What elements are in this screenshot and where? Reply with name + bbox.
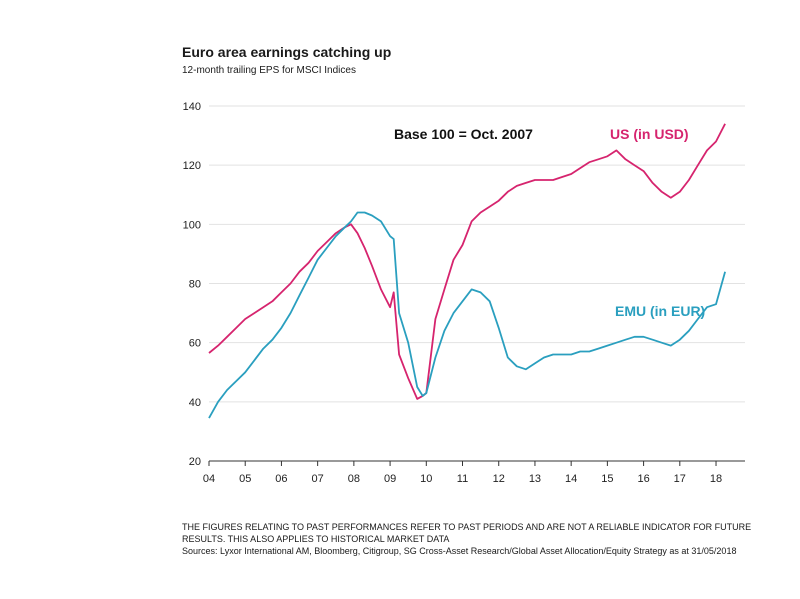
gridlines [209, 105, 745, 403]
x-tick-label-06: 06 [275, 473, 287, 485]
y-tick-label-60: 60 [189, 338, 201, 350]
y-tick-label-40: 40 [189, 397, 201, 409]
line-chart: 20 40 60 80 100 120 140 04 05 06 07 08 09 10 11 12 13 14 1… [183, 101, 745, 485]
disclaimer-note: THE FIGURES RELATING TO PAST PERFORMANCE… [182, 522, 752, 544]
axes: 20 40 60 80 100 120 140 04 05 06 07 08 09 10 11 12 13 14 1… [183, 101, 745, 485]
x-tick-label-16: 16 [637, 473, 649, 485]
x-tick-label-07: 07 [312, 473, 324, 485]
x-tick-label-08: 08 [348, 473, 360, 485]
sources-note: Sources: Lyxor International AM, Bloombe… [182, 546, 737, 556]
x-tick-label-17: 17 [674, 473, 686, 485]
series-label-emu: EMU (in EUR) [615, 303, 705, 319]
x-tick-label-15: 15 [601, 473, 613, 485]
series-line-us [208, 123, 726, 400]
series-lines [208, 123, 726, 419]
y-tick-label-100: 100 [183, 219, 201, 231]
x-tick-label-05: 05 [239, 473, 251, 485]
series-line-emu [208, 211, 726, 419]
x-tick-label-04: 04 [203, 473, 215, 485]
chart-subtitle: 12-month trailing EPS for MSCI Indices [182, 65, 356, 76]
x-tick-label-13: 13 [529, 473, 541, 485]
base-annotation: Base 100 = Oct. 2007 [394, 126, 533, 142]
x-tick-label-10: 10 [420, 473, 432, 485]
y-tick-label-80: 80 [189, 279, 201, 291]
x-tick-label-11: 11 [457, 473, 468, 485]
x-tick-label-18: 18 [710, 473, 722, 485]
y-tick-label-20: 20 [189, 456, 201, 468]
x-tick-label-09: 09 [384, 473, 396, 485]
x-tick-label-14: 14 [565, 473, 577, 485]
chart-title: Euro area earnings catching up [182, 44, 392, 60]
series-label-us: US (in USD) [610, 126, 689, 142]
x-tick-label-12: 12 [493, 473, 505, 485]
y-tick-label-140: 140 [183, 101, 201, 113]
y-tick-label-120: 120 [183, 160, 201, 172]
